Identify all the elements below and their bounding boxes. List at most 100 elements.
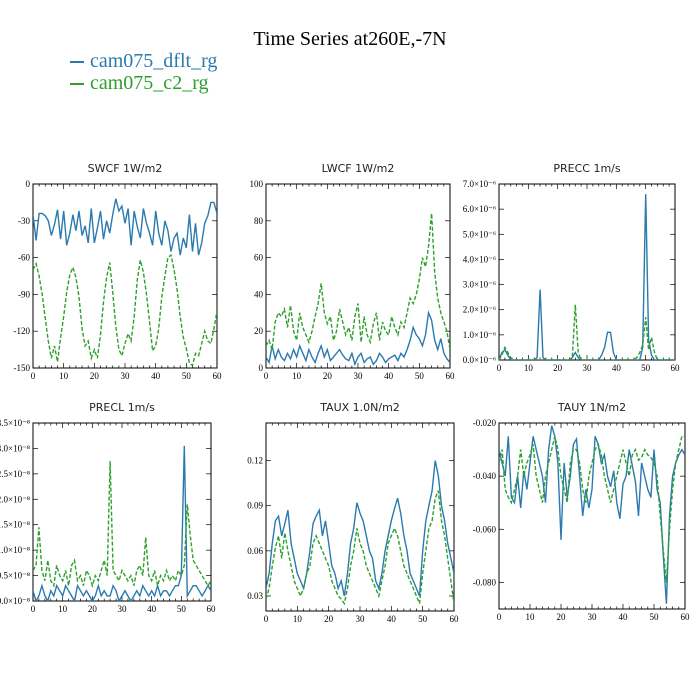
panel-title: PRECC 1m/s [553, 162, 621, 175]
x-tick-label: 60 [671, 363, 681, 373]
y-tick-label: -0.020 [473, 418, 497, 428]
y-tick-label: 1.0×10⁻⁸ [0, 545, 30, 555]
y-tick-label: 3.0×10⁻⁸ [0, 443, 30, 453]
x-tick-label: 10 [59, 371, 69, 381]
y-tick-label: 0.09 [247, 501, 263, 511]
series-line-dflt [33, 198, 217, 256]
panel-title: LWCF 1W/m2 [322, 162, 395, 175]
plot-frame [265, 183, 451, 369]
x-tick-label: 40 [387, 614, 397, 624]
y-tick-label: 1.5×10⁻⁸ [0, 520, 30, 530]
y-tick-label: 0.0×10⁻⁸ [0, 596, 30, 606]
x-tick-label: 40 [612, 363, 622, 373]
x-tick-label: 20 [324, 614, 334, 624]
legend-label-c2: cam075_c2_rg [90, 72, 209, 94]
legend-swatch-dflt [70, 61, 84, 64]
x-tick-label: 10 [524, 363, 534, 373]
panel-5: TAUY 1N/m2 0 10 20 30 40 50 60 -0.020 -0.040 -0.06… [473, 401, 690, 622]
series-line-dflt [499, 194, 675, 360]
x-tick-label: 20 [323, 371, 333, 381]
x-tick-label: 40 [147, 604, 157, 614]
x-tick-label: 0 [497, 612, 502, 622]
plot-frame [265, 422, 455, 612]
x-tick-label: 60 [213, 371, 223, 381]
y-tick-label: -150 [14, 363, 31, 373]
y-tick-label: -0.060 [473, 524, 497, 534]
x-tick-label: 60 [207, 604, 217, 614]
y-tick-label: 100 [250, 179, 264, 189]
y-tick-label: -120 [14, 326, 31, 336]
legend-entry-dflt: cam075_dflt_rg [70, 50, 217, 72]
x-tick-label: 30 [354, 371, 364, 381]
x-tick-label: 10 [58, 604, 68, 614]
legend-entry-c2: cam075_c2_rg [70, 72, 209, 94]
y-tick-label: 0.12 [247, 456, 263, 466]
x-tick-label: 20 [90, 371, 100, 381]
x-tick-label: 40 [619, 612, 629, 622]
series-line-c2 [33, 461, 211, 589]
legend-swatch-c2 [70, 83, 84, 86]
figure-title: Time Series at260E,-7N [253, 28, 447, 50]
series-line-dflt [266, 310, 450, 367]
plot-frame [498, 422, 686, 610]
y-tick-label: 40 [254, 289, 264, 299]
x-tick-label: 10 [293, 614, 303, 624]
panel-4: TAUX 1.0N/m2 0 10 20 30 40 50 60 0.03 0.06 0.09 0.1… [247, 401, 459, 624]
y-tick-label: 0.0×10⁻⁶ [463, 355, 496, 365]
x-tick-label: 60 [446, 371, 456, 381]
x-tick-label: 30 [588, 612, 598, 622]
x-tick-label: 40 [384, 371, 394, 381]
y-tick-label: 0 [26, 179, 31, 189]
y-tick-label: -0.040 [473, 471, 497, 481]
x-tick-label: 30 [118, 604, 128, 614]
x-tick-label: 0 [31, 604, 36, 614]
x-tick-label: 0 [497, 363, 502, 373]
x-tick-label: 10 [292, 371, 302, 381]
y-tick-label: 0.03 [247, 591, 263, 601]
y-tick-label: 80 [254, 216, 264, 226]
panel-title: TAUY 1N/m2 [557, 401, 626, 414]
y-tick-label: -0.080 [473, 577, 497, 587]
series-line-c2 [266, 490, 454, 606]
y-tick-label: 3.5×10⁻⁸ [0, 418, 30, 428]
x-tick-label: 50 [415, 371, 425, 381]
y-tick-label: 4.0×10⁻⁶ [463, 254, 496, 264]
x-tick-label: 50 [418, 614, 428, 624]
series-line-c2 [266, 213, 450, 350]
x-tick-label: 50 [650, 612, 660, 622]
x-tick-label: 20 [88, 604, 98, 614]
y-tick-label: 0.5×10⁻⁸ [0, 571, 30, 581]
x-tick-label: 0 [264, 371, 269, 381]
panel-1: LWCF 1W/m2 0 10 20 30 40 50 60 0 20 40 60 80 100 [250, 162, 456, 381]
x-tick-label: 10 [526, 612, 536, 622]
y-tick-label: 2.0×10⁻⁸ [0, 494, 30, 504]
x-tick-label: 50 [182, 371, 192, 381]
series-line-dflt [499, 425, 685, 604]
x-tick-label: 50 [177, 604, 187, 614]
y-tick-label: 3.0×10⁻⁶ [463, 280, 496, 290]
x-tick-label: 60 [450, 614, 460, 624]
x-tick-label: 60 [681, 612, 691, 622]
series-line-dflt [33, 445, 211, 601]
y-tick-label: 0 [259, 363, 264, 373]
x-tick-label: 50 [641, 363, 651, 373]
panel-3: PRECL 1m/s 0 10 20 30 40 50 60 0.0×10⁻⁸ 0.5×10⁻⁸ 1… [0, 401, 216, 614]
x-tick-label: 30 [583, 363, 593, 373]
x-tick-label: 0 [31, 371, 36, 381]
y-tick-label: 0.06 [247, 546, 263, 556]
series-line-c2 [499, 304, 675, 360]
panel-title: PRECL 1m/s [89, 401, 155, 414]
y-tick-label: -90 [18, 289, 30, 299]
x-tick-label: 20 [557, 612, 567, 622]
y-tick-label: 20 [254, 326, 264, 336]
x-tick-label: 40 [151, 371, 161, 381]
series-line-c2 [33, 253, 217, 367]
y-tick-label: 2.0×10⁻⁶ [463, 305, 496, 315]
y-tick-label: -60 [18, 253, 30, 263]
panel-0: SWCF 1W/m2 0 10 20 30 40 50 60 0 -30 -60 -90 -120 -15… [14, 162, 223, 381]
x-tick-label: 20 [553, 363, 563, 373]
panel-title: SWCF 1W/m2 [88, 162, 163, 175]
legend-label-dflt: cam075_dflt_rg [90, 50, 218, 72]
y-tick-label: 60 [254, 253, 264, 263]
